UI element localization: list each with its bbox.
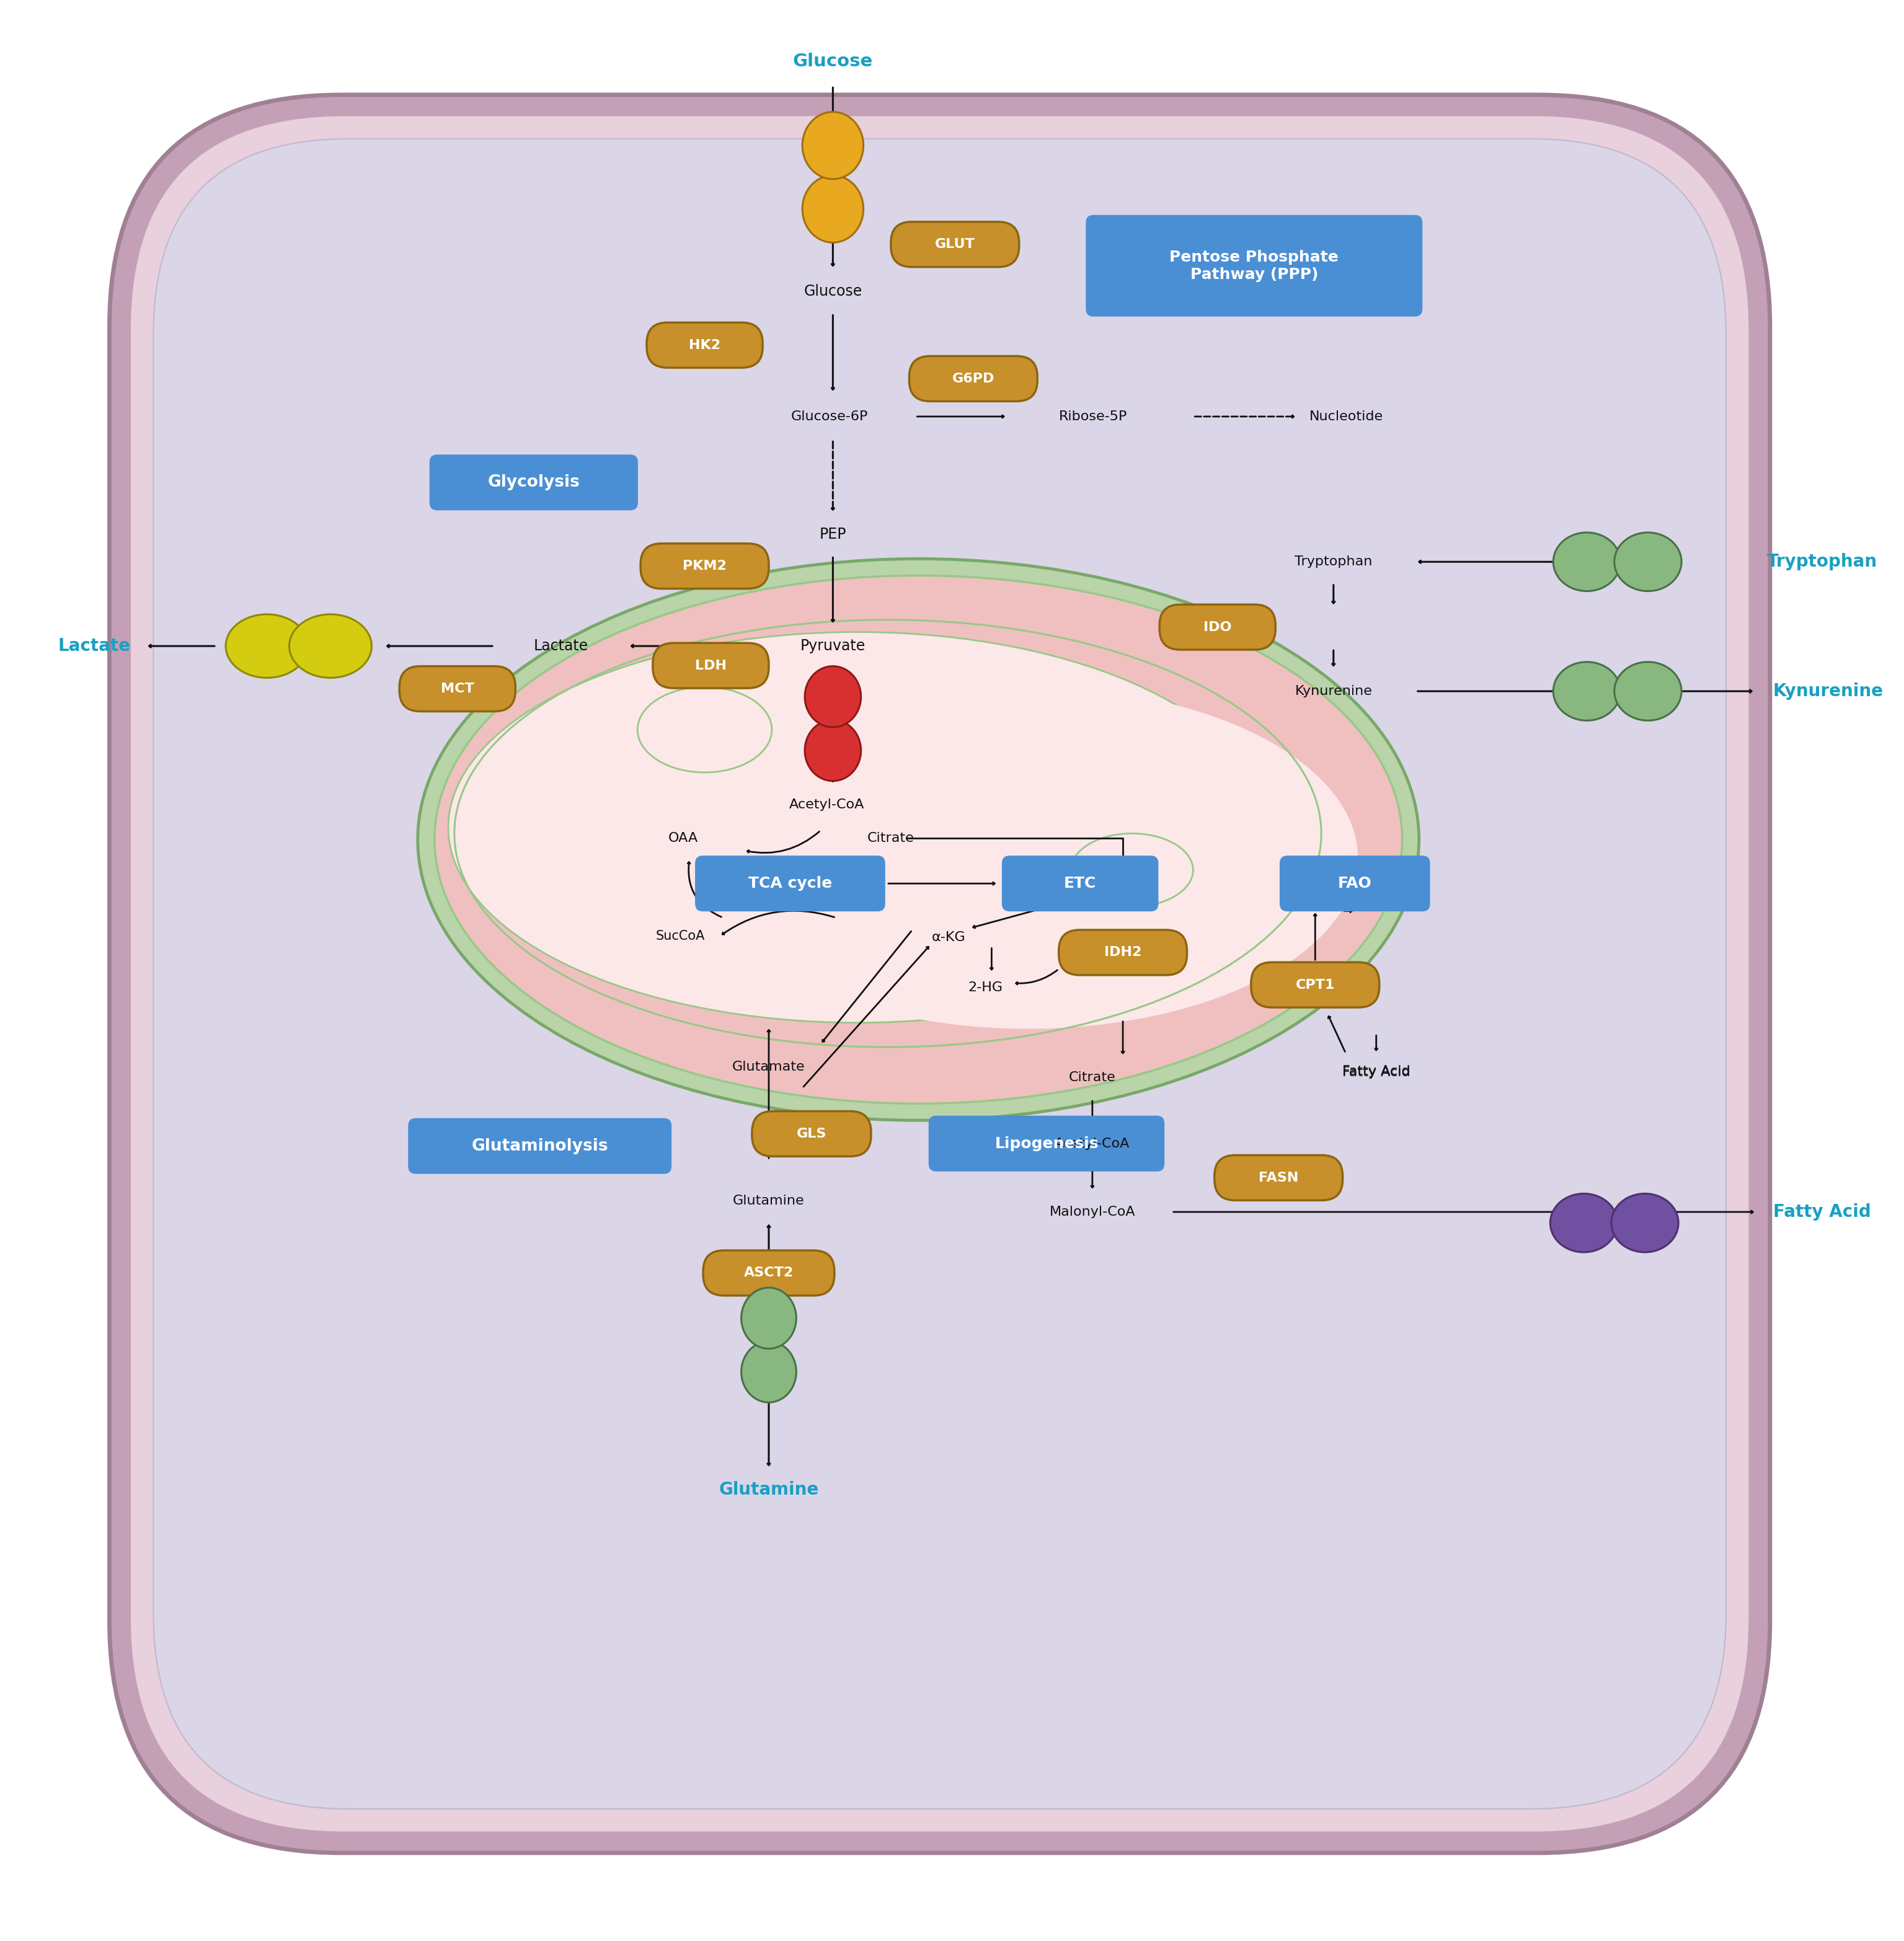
FancyBboxPatch shape xyxy=(695,856,885,910)
Ellipse shape xyxy=(638,687,771,773)
FancyBboxPatch shape xyxy=(1215,1155,1342,1200)
FancyBboxPatch shape xyxy=(1087,215,1422,316)
Text: FAO: FAO xyxy=(1339,875,1371,891)
Ellipse shape xyxy=(802,113,863,179)
FancyBboxPatch shape xyxy=(910,355,1038,402)
Ellipse shape xyxy=(1550,1194,1616,1252)
Text: Glycolysis: Glycolysis xyxy=(487,474,581,491)
Text: GLS: GLS xyxy=(796,1128,826,1139)
FancyBboxPatch shape xyxy=(703,1250,834,1295)
FancyBboxPatch shape xyxy=(1601,1213,1626,1233)
Text: IDO: IDO xyxy=(1203,621,1232,633)
FancyBboxPatch shape xyxy=(109,95,1771,1854)
FancyBboxPatch shape xyxy=(823,165,843,190)
Text: Lipogenesis: Lipogenesis xyxy=(994,1135,1099,1151)
Text: Fatty Acid: Fatty Acid xyxy=(1342,1066,1411,1079)
Text: Pyruvate: Pyruvate xyxy=(800,639,866,654)
Ellipse shape xyxy=(741,1341,796,1403)
Ellipse shape xyxy=(699,687,1358,1029)
Ellipse shape xyxy=(805,666,861,728)
Ellipse shape xyxy=(1554,662,1620,720)
Ellipse shape xyxy=(805,720,861,780)
FancyBboxPatch shape xyxy=(400,666,516,710)
Text: Kynurenine: Kynurenine xyxy=(1295,685,1373,697)
Ellipse shape xyxy=(1070,833,1194,906)
Text: Lactate: Lactate xyxy=(533,639,588,654)
Text: α-KG: α-KG xyxy=(931,932,965,943)
FancyBboxPatch shape xyxy=(929,1116,1163,1170)
FancyBboxPatch shape xyxy=(1279,856,1430,910)
FancyBboxPatch shape xyxy=(1605,551,1630,573)
Text: ETC: ETC xyxy=(1064,875,1097,891)
FancyBboxPatch shape xyxy=(653,642,769,689)
Text: OAA: OAA xyxy=(668,833,699,844)
Text: Glutamate: Glutamate xyxy=(733,1060,805,1073)
FancyBboxPatch shape xyxy=(752,1110,870,1157)
FancyBboxPatch shape xyxy=(154,138,1727,1809)
Ellipse shape xyxy=(227,613,308,677)
Text: Fatty Acid: Fatty Acid xyxy=(1342,1066,1411,1077)
Ellipse shape xyxy=(1554,532,1620,592)
Text: Acetyl-CoA: Acetyl-CoA xyxy=(1055,1137,1129,1149)
FancyBboxPatch shape xyxy=(1251,963,1378,1007)
Text: Glutamine: Glutamine xyxy=(733,1196,805,1207)
Text: G6PD: G6PD xyxy=(952,373,994,384)
FancyBboxPatch shape xyxy=(286,635,312,658)
Ellipse shape xyxy=(434,576,1401,1104)
Text: Glutaminolysis: Glutaminolysis xyxy=(472,1137,607,1155)
Ellipse shape xyxy=(1615,532,1681,592)
Text: 2-HG: 2-HG xyxy=(967,980,1003,994)
FancyBboxPatch shape xyxy=(131,116,1748,1832)
Text: Fatty Acid: Fatty Acid xyxy=(1773,1203,1872,1221)
Ellipse shape xyxy=(741,1287,796,1349)
Text: SucCoA: SucCoA xyxy=(655,930,704,941)
Text: Acetyl-CoA: Acetyl-CoA xyxy=(788,798,864,811)
FancyBboxPatch shape xyxy=(760,1333,779,1355)
Text: GLUT: GLUT xyxy=(935,239,975,250)
Text: PKM2: PKM2 xyxy=(684,559,727,573)
Text: Tryptophan: Tryptophan xyxy=(1767,553,1877,571)
Text: IDH2: IDH2 xyxy=(1104,947,1142,959)
Text: Glucose-6P: Glucose-6P xyxy=(792,410,868,423)
Text: MCT: MCT xyxy=(440,683,474,695)
Text: Lactate: Lactate xyxy=(59,637,131,654)
Text: Tryptophan: Tryptophan xyxy=(1295,555,1373,569)
FancyBboxPatch shape xyxy=(647,322,764,367)
Text: Malonyl-CoA: Malonyl-CoA xyxy=(1049,1205,1135,1219)
FancyBboxPatch shape xyxy=(1002,856,1158,910)
Text: Pentose Phosphate
Pathway (PPP): Pentose Phosphate Pathway (PPP) xyxy=(1169,250,1339,281)
Text: ASCT2: ASCT2 xyxy=(744,1267,794,1279)
Text: CPT1: CPT1 xyxy=(1295,978,1335,992)
FancyBboxPatch shape xyxy=(823,712,843,734)
Text: PEP: PEP xyxy=(819,526,847,542)
Ellipse shape xyxy=(1611,1194,1679,1252)
Text: Glucose: Glucose xyxy=(792,52,872,70)
Text: Kynurenine: Kynurenine xyxy=(1773,683,1883,701)
FancyBboxPatch shape xyxy=(1605,681,1630,701)
Text: Glutamine: Glutamine xyxy=(720,1481,819,1498)
Text: Citrate: Citrate xyxy=(1068,1071,1116,1083)
FancyBboxPatch shape xyxy=(891,221,1019,268)
Text: LDH: LDH xyxy=(695,660,727,672)
Ellipse shape xyxy=(447,633,1266,1023)
Text: HK2: HK2 xyxy=(689,340,720,351)
Text: FASN: FASN xyxy=(1259,1172,1299,1184)
FancyBboxPatch shape xyxy=(640,543,769,588)
Ellipse shape xyxy=(802,175,863,243)
Text: Nucleotide: Nucleotide xyxy=(1310,410,1382,423)
Text: Ribose-5P: Ribose-5P xyxy=(1059,410,1127,423)
Ellipse shape xyxy=(289,613,371,677)
Ellipse shape xyxy=(417,559,1418,1120)
FancyBboxPatch shape xyxy=(430,454,638,510)
FancyBboxPatch shape xyxy=(1160,604,1276,650)
Text: TCA cycle: TCA cycle xyxy=(748,875,832,891)
FancyBboxPatch shape xyxy=(409,1118,670,1174)
FancyBboxPatch shape xyxy=(887,730,1070,974)
Text: Citrate: Citrate xyxy=(868,833,914,844)
Ellipse shape xyxy=(1615,662,1681,720)
Text: Glucose: Glucose xyxy=(803,283,863,299)
FancyBboxPatch shape xyxy=(1059,930,1186,974)
